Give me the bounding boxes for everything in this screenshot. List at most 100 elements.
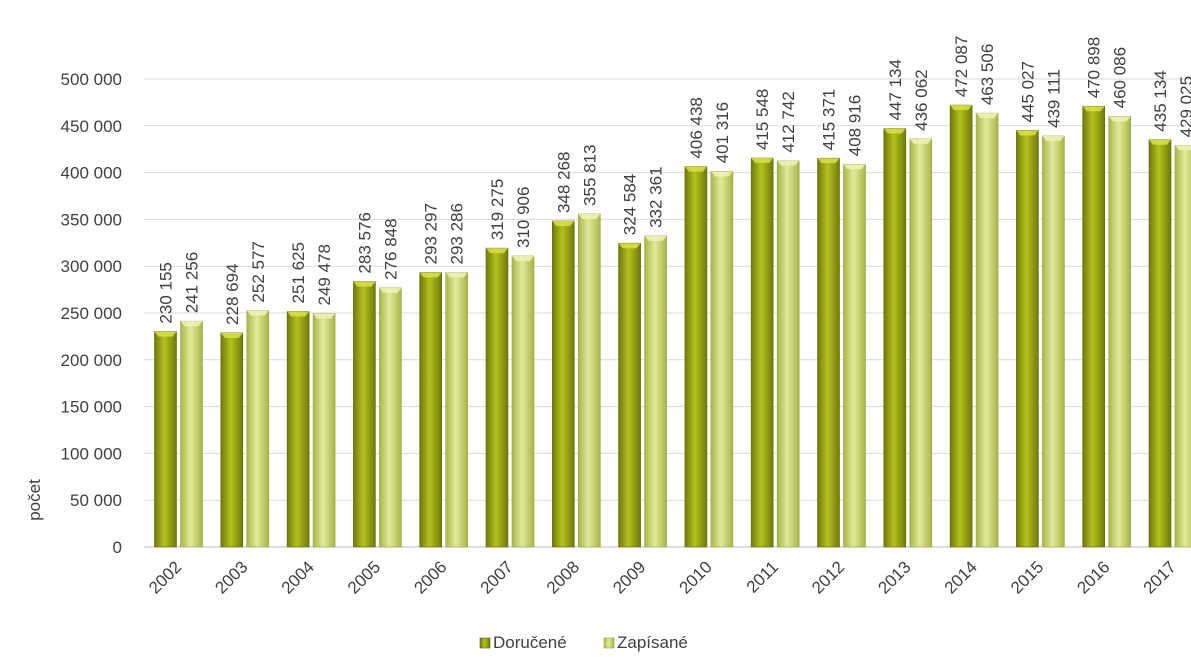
bar-zapísané-2011: [776, 160, 800, 548]
bar-doručené-2012: [817, 157, 840, 548]
bar-doručené-2014: [949, 104, 973, 548]
data-label-doručené-2014: 472 087: [952, 36, 971, 97]
y-tick-label: 50 000: [70, 491, 122, 510]
data-label-doručené-2017: 435 134: [1151, 70, 1170, 131]
data-label-doručené-2008: 348 268: [554, 152, 573, 213]
bar-bevel-zapísané-2013: [909, 138, 932, 144]
data-label-zapísané-2010: 401 316: [713, 102, 732, 163]
bar-zapísané-2010: [710, 171, 734, 548]
data-label-doručené-2006: 293 297: [422, 203, 441, 264]
y-tick-label: 500 000: [61, 70, 122, 89]
data-label-zapísané-2008: 355 813: [580, 145, 599, 206]
y-axis-title: počet: [25, 479, 44, 521]
data-label-zapísané-2017: 429 025: [1177, 76, 1191, 137]
bar-zapísané-2004: [312, 313, 336, 548]
data-label-zapísané-2013: 436 062: [912, 69, 931, 130]
bar-bevel-zapísané-2016: [1108, 116, 1131, 122]
bar-bevel-zapísané-2008: [578, 213, 601, 219]
bars: [154, 104, 1191, 548]
data-label-zapísané-2003: 252 577: [249, 241, 268, 302]
x-tick-label-2013: 2013: [874, 557, 914, 597]
y-axis: 0 50 000 100 000 150 000 200 000 250 000 300 0…: [61, 70, 122, 557]
y-tick-label: 100 000: [61, 444, 122, 463]
bar-bevel-doručené-2004: [287, 311, 310, 317]
x-tick-label-2009: 2009: [609, 557, 649, 597]
bar-doručené-2005: [353, 281, 376, 548]
bar-bevel-doručené-2017: [1149, 139, 1171, 145]
bar-bevel-zapísané-2015: [1042, 135, 1065, 141]
data-label-zapísané-2006: 293 286: [448, 203, 467, 264]
data-label-zapísané-2011: 412 742: [779, 91, 798, 152]
bar-zapísané-2012: [843, 163, 866, 548]
data-label-zapísané-2005: 276 848: [381, 218, 400, 279]
x-tick-label-2014: 2014: [941, 557, 981, 597]
bar-doručené-2007: [485, 247, 509, 548]
data-label-doručené-2004: 251 625: [289, 242, 308, 303]
bar-doručené-2017: [1148, 139, 1172, 548]
bar-bevel-zapísané-2011: [777, 160, 800, 166]
bar-bevel-zapísané-2002: [180, 321, 203, 327]
bar-bevel-zapísané-2004: [313, 313, 336, 319]
bar-zapísané-2014: [975, 112, 999, 548]
bar-zapísané-2015: [1042, 135, 1065, 548]
x-tick-label-2006: 2006: [410, 557, 450, 597]
bar-zapísané-2013: [909, 138, 933, 548]
data-label-zapísané-2007: 310 906: [514, 187, 533, 248]
bar-bevel-zapísané-2003: [246, 310, 269, 316]
bar-doručené-2004: [286, 311, 310, 548]
bar-bevel-zapísané-2017: [1175, 145, 1191, 151]
x-tick-label-2012: 2012: [808, 557, 848, 597]
data-label-doručené-2005: 283 576: [355, 212, 374, 273]
data-label-zapísané-2009: 332 361: [647, 166, 666, 227]
bar-doručené-2010: [684, 166, 708, 548]
bar-doručené-2015: [1016, 130, 1039, 548]
x-tick-label-2005: 2005: [344, 557, 384, 597]
bar-bevel-doručené-2006: [419, 272, 442, 278]
bar-doručené-2006: [419, 272, 443, 548]
data-label-zapísané-2002: 241 256: [183, 252, 202, 313]
data-label-doručené-2009: 324 584: [621, 174, 640, 235]
data-label-zapísané-2016: 460 086: [1111, 47, 1130, 108]
data-label-doručené-2016: 470 898: [1085, 37, 1104, 98]
bar-bevel-doručené-2008: [552, 221, 575, 227]
y-tick-label: 300 000: [61, 257, 122, 276]
bar-bevel-zapísané-2014: [976, 113, 999, 119]
bar-zapísané-2005: [379, 287, 402, 548]
bar-bevel-zapísané-2010: [710, 171, 733, 177]
data-label-doručené-2003: 228 694: [223, 263, 242, 324]
legend-swatch-doručené: [479, 637, 491, 649]
x-tick-label-2004: 2004: [278, 557, 318, 597]
bar-doručené-2016: [1082, 105, 1105, 548]
legend: Doručené Zapísané: [479, 633, 688, 652]
data-label-zapísané-2004: 249 478: [315, 244, 334, 305]
x-tick-label-2017: 2017: [1140, 557, 1180, 597]
legend-label-zapísané: Zapísané: [617, 633, 688, 652]
bar-bevel-zapísané-2009: [644, 235, 667, 241]
bar-bevel-doručené-2011: [751, 158, 774, 164]
data-label-doručené-2002: 230 155: [157, 262, 176, 323]
data-label-doručené-2011: 415 548: [753, 89, 772, 150]
bar-zapísané-2006: [445, 272, 469, 548]
bar-bevel-zapísané-2012: [843, 164, 866, 170]
bar-zapísané-2016: [1108, 116, 1131, 548]
x-tick-label-2007: 2007: [477, 557, 517, 597]
data-labels: 230 155 241 256 228 694 252 577 251 625 249 4…: [157, 36, 1191, 325]
bar-zapísané-2017: [1174, 145, 1191, 548]
data-label-doručené-2013: 447 134: [886, 59, 905, 120]
x-tick-label-2003: 2003: [211, 557, 251, 597]
bar-bevel-doručené-2015: [1016, 130, 1039, 136]
y-tick-label: 250 000: [61, 304, 122, 323]
y-tick-label: 350 000: [61, 210, 122, 229]
bar-bevel-doručené-2012: [817, 158, 840, 164]
bar-zapísané-2009: [644, 235, 667, 548]
bar-zapísané-2002: [180, 320, 203, 548]
x-tick-label-2016: 2016: [1073, 557, 1113, 597]
y-tick-label: 0: [113, 538, 122, 557]
x-tick-label-2015: 2015: [1007, 557, 1047, 597]
bar-zapísané-2003: [246, 310, 270, 548]
bar-bevel-doručené-2009: [618, 243, 641, 249]
bar-bevel-doručené-2003: [220, 332, 243, 338]
data-label-doručené-2010: 406 438: [687, 97, 706, 158]
data-label-zapísané-2014: 463 506: [978, 44, 997, 105]
x-tick-label-2011: 2011: [743, 557, 782, 596]
